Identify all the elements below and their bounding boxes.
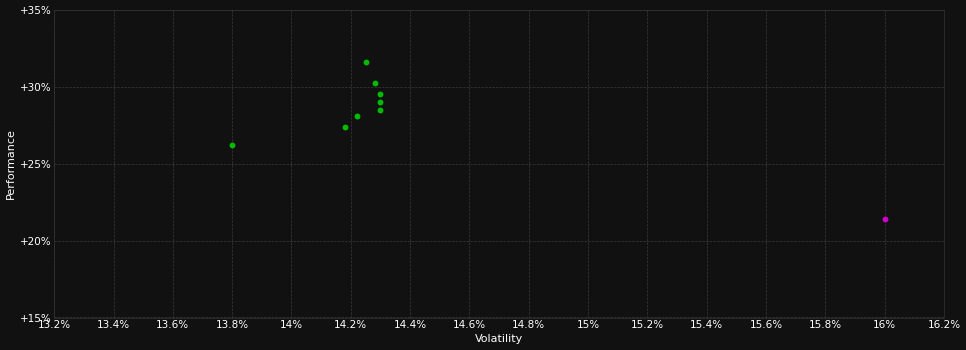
Point (367, 80, 383, 86)
X-axis label: Volatility: Volatility (475, 335, 524, 344)
Point (877, 216, 893, 222)
Point (373, 99, 388, 105)
Point (373, 107, 388, 112)
Point (224, 142, 240, 148)
Point (337, 124, 353, 130)
Point (349, 113, 364, 119)
Point (373, 91, 388, 97)
Point (357, 59, 373, 65)
Y-axis label: Performance: Performance (6, 128, 15, 199)
